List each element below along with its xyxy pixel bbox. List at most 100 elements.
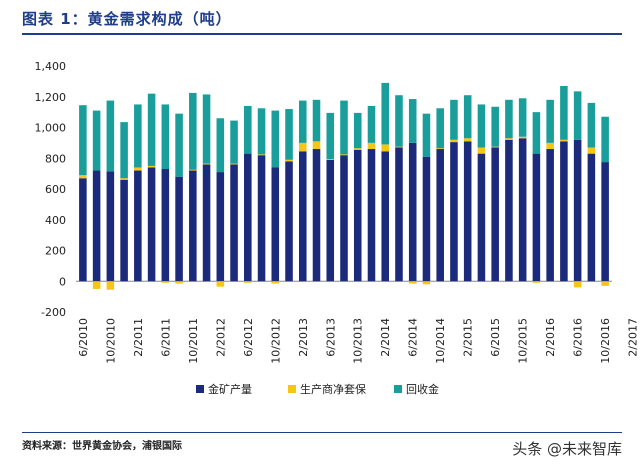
- mine-bar: [505, 139, 513, 282]
- mine-bar: [216, 172, 225, 282]
- mine-bar: [408, 142, 417, 282]
- recycle-bar: [477, 104, 486, 148]
- y-tick-label: 200: [45, 245, 66, 258]
- hedge-bar: [367, 142, 376, 150]
- hedge-bar: [79, 175, 87, 179]
- hedge-bar: [326, 159, 335, 160]
- hedge-bar: [518, 136, 527, 139]
- y-tick-label: 1,000: [35, 122, 67, 135]
- mine-bar: [120, 179, 128, 282]
- y-tick-label: 1,400: [35, 60, 67, 73]
- hedge-bar: [532, 281, 541, 283]
- mine-bar: [463, 141, 472, 282]
- x-tick-label: 10/2016: [599, 318, 612, 364]
- mine-bar: [202, 164, 211, 282]
- mine-bar: [326, 159, 335, 282]
- hedge-bar: [450, 139, 458, 143]
- hedge-bar: [601, 281, 609, 286]
- recycle-bar: [161, 104, 170, 170]
- source-note: 资料来源：世界黄金协会，浦银国际: [22, 441, 182, 452]
- hedge-bar: [244, 281, 252, 283]
- recycle-bar: [189, 92, 197, 170]
- recycle-bar: [587, 102, 596, 148]
- x-tick-label: 6/2016: [572, 318, 585, 357]
- mine-bar: [285, 161, 293, 282]
- recycle-bar: [79, 105, 87, 176]
- mine-bar: [175, 176, 183, 282]
- legend-swatch: [288, 385, 296, 393]
- mine-bar: [147, 167, 156, 282]
- page-title: 图表 1：黄金需求构成（吨）: [22, 10, 232, 28]
- recycle-bar: [120, 122, 128, 179]
- mine-bar: [491, 147, 499, 282]
- mine-bar: [257, 155, 266, 282]
- recycle-bar: [573, 91, 582, 140]
- recycle-bar: [560, 85, 568, 140]
- mine-bar: [161, 169, 170, 282]
- recycle-bar: [175, 113, 183, 177]
- hedge-bar: [202, 163, 211, 165]
- recycle-bar: [106, 100, 115, 172]
- hedge-bar: [257, 154, 266, 156]
- x-axis: 6/2010 10/2010 2/2011 6/2011 10/2011 2/2012 6/…: [77, 318, 640, 364]
- recycle-bar: [134, 104, 142, 168]
- mine-bar: [367, 149, 376, 282]
- legend: 金矿产量 生产商净套保 回收金: [196, 382, 439, 396]
- hedge-bar: [340, 154, 348, 156]
- mine-bar: [106, 171, 115, 282]
- hedge-bar: [436, 148, 444, 150]
- mine-bar: [532, 153, 541, 282]
- x-tick-label: 6/2010: [77, 318, 90, 357]
- hedge-bar: [477, 147, 486, 154]
- recycle-bar: [244, 105, 252, 154]
- bars: [79, 82, 609, 290]
- mine-bar: [601, 162, 609, 282]
- mine-bar: [477, 153, 486, 282]
- hedge-bar: [491, 146, 499, 148]
- mine-bar: [244, 153, 252, 282]
- hedge-bar: [505, 138, 513, 140]
- recycle-bar: [92, 110, 101, 171]
- legend-swatch: [196, 385, 204, 393]
- hedge-bar: [147, 165, 156, 168]
- hedge-bar: [560, 139, 568, 142]
- recycle-bar: [463, 95, 472, 139]
- recycle-bar: [298, 100, 307, 143]
- mine-bar: [340, 155, 348, 282]
- recycle-bar: [353, 112, 362, 149]
- mine-bar: [353, 149, 362, 282]
- x-tick-label: 6/2014: [407, 318, 420, 357]
- mine-bar: [79, 178, 87, 282]
- hedge-bar: [271, 281, 280, 284]
- hedge-bar: [216, 281, 225, 287]
- legend-label: 生产商净套保: [300, 382, 366, 396]
- recycle-bar: [216, 118, 225, 173]
- hedge-bar: [230, 163, 238, 165]
- x-tick-label: 10/2014: [434, 318, 447, 364]
- y-tick-label: 1,200: [35, 91, 67, 104]
- legend-swatch: [394, 385, 402, 393]
- recycle-bar: [340, 100, 348, 155]
- recycle-bar: [601, 116, 609, 163]
- recycle-bar: [436, 108, 444, 149]
- recycle-bar: [546, 99, 554, 143]
- mine-bar: [546, 149, 554, 282]
- x-tick-label: 6/2012: [242, 318, 255, 357]
- recycle-bar: [505, 99, 513, 139]
- mine-bar: [230, 164, 238, 282]
- mine-bar: [189, 170, 197, 282]
- x-tick-label: 2/2014: [379, 318, 392, 357]
- chart: -200 0 200 400 600 800 1,000 1,200 1,400 6/2010 1…: [35, 60, 640, 396]
- mine-bar: [450, 142, 458, 282]
- hedge-bar: [312, 141, 321, 150]
- hedge-bar: [353, 148, 362, 150]
- hedge-bar: [422, 281, 431, 285]
- hedge-bar: [106, 281, 115, 290]
- recycle-bar: [312, 99, 321, 142]
- mine-bar: [587, 153, 596, 282]
- recycle-bar: [491, 106, 499, 147]
- hedge-bar: [134, 167, 142, 171]
- hedge-bar: [573, 281, 582, 288]
- recycle-bar: [518, 98, 527, 137]
- watermark: 头条 @未来智库: [512, 440, 622, 458]
